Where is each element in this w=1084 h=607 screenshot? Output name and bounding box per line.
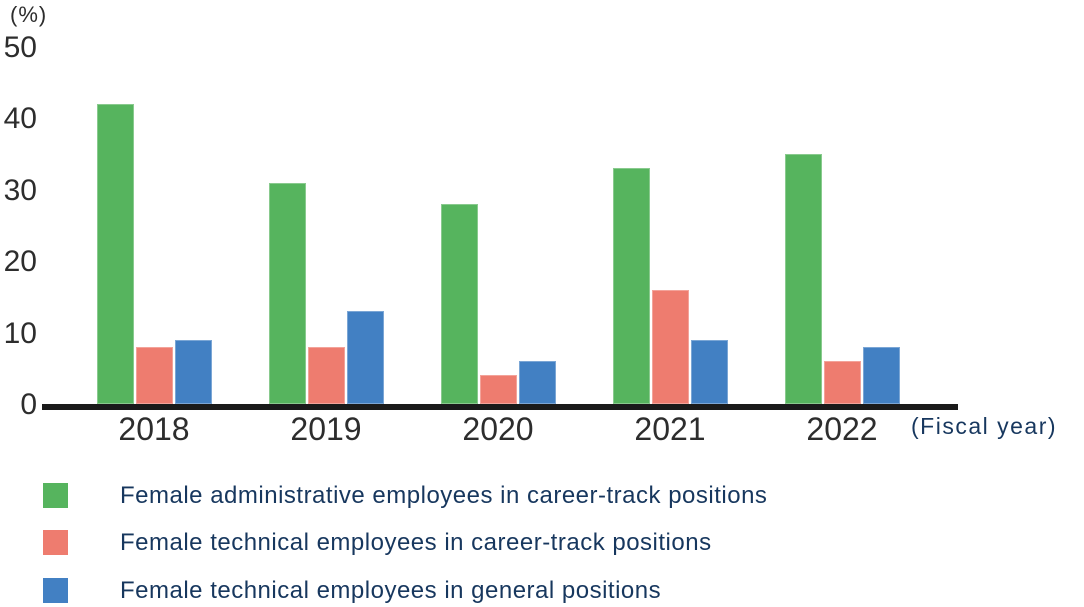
bar-2018-series-2 [174, 339, 212, 404]
bar-2022-series-2 [862, 346, 900, 404]
legend-label: Female administrative employees in caree… [120, 481, 768, 509]
legend-label: Female technical employees in career-tra… [120, 528, 712, 556]
y-tick-label: 30 [3, 173, 37, 207]
legend-swatch-icon [43, 578, 68, 603]
bar-2021-series-2 [690, 339, 728, 404]
bar-2019-series-1 [307, 346, 345, 404]
y-tick-label: 20 [3, 245, 37, 279]
y-tick-label: 40 [3, 102, 37, 136]
x-tick-label-2022: 2022 [806, 411, 878, 447]
x-axis-line [42, 404, 958, 410]
bar-2021-series-1 [651, 289, 689, 404]
bar-2022-series-1 [823, 361, 861, 404]
x-tick-label-2018: 2018 [118, 411, 190, 447]
bar-2022-series-0 [784, 154, 822, 404]
y-tick-label: 0 [20, 388, 37, 421]
legend-item: Female technical employees in career-tra… [43, 528, 712, 556]
legend-item: Female administrative employees in caree… [43, 481, 768, 509]
y-tick-label: 10 [3, 316, 37, 350]
bar-2019-series-0 [268, 182, 306, 404]
x-axis-label: (Fiscal year) [911, 413, 1058, 439]
bar-2020-series-1 [479, 375, 517, 404]
bar-2018-series-0 [96, 104, 134, 404]
x-tick-label-2019: 2019 [290, 411, 362, 447]
bar-2018-series-1 [135, 346, 173, 404]
x-tick-label-2021: 2021 [634, 411, 706, 447]
bar-2021-series-0 [612, 168, 650, 404]
legend-label: Female technical employees in general po… [120, 576, 662, 604]
legend-swatch-icon [43, 530, 68, 555]
bar-2019-series-2 [346, 311, 384, 404]
bar-2020-series-0 [440, 204, 478, 404]
bar-2020-series-2 [518, 361, 556, 404]
x-tick-label-2020: 2020 [462, 411, 534, 447]
y-axis-unit-label: (%) [10, 2, 48, 27]
legend-swatch-icon [43, 483, 68, 508]
legend-item: Female technical employees in general po… [43, 576, 662, 604]
y-tick-label: 50 [3, 31, 37, 64]
